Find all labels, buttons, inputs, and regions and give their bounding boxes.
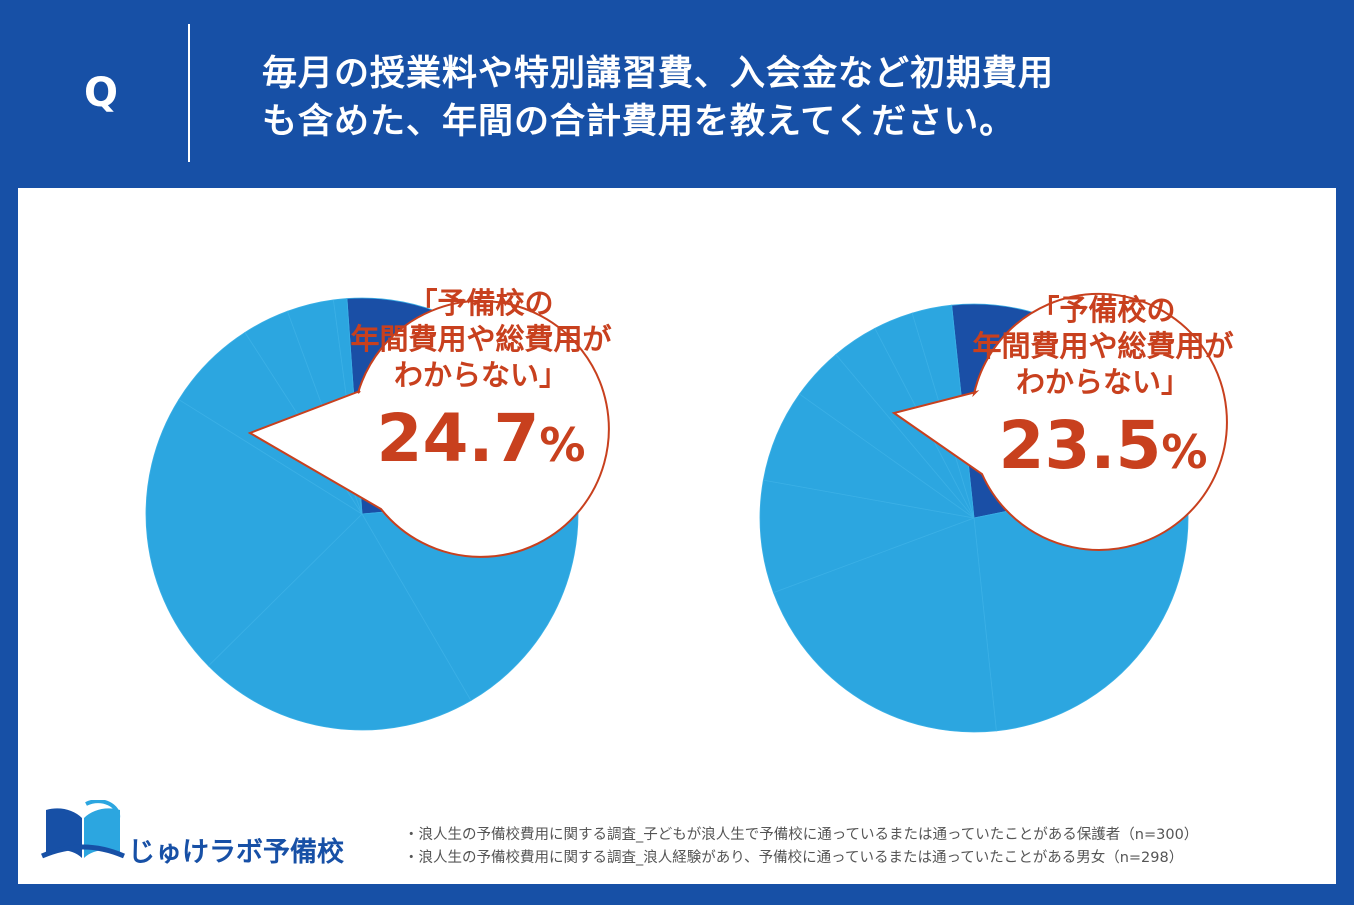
callout-label-line-2: 年間費用や総費用が	[350, 322, 612, 356]
pie-slice-2	[207, 513, 472, 731]
callout-label-line-3: わからない」	[1015, 365, 1190, 399]
logo-text: じゅけラボ予備校	[128, 837, 344, 868]
callout-text-students: 「予備校の 年間費用や総費用が わからない」 23.5%	[958, 292, 1248, 492]
callout-bubble-students	[891, 292, 1228, 551]
survey-note-1: ・浪人生の予備校費用に関する調査_子どもが浪人生で予備校に通っているまたは通って…	[404, 827, 1199, 843]
pct-unit: %	[1161, 425, 1208, 479]
pie-slice-3	[759, 479, 976, 594]
survey-notes: ・浪人生の予備校費用に関する調査_子どもが浪人生で予備校に通っているまたは通って…	[404, 824, 1324, 870]
callout-bubble-parents	[247, 299, 610, 558]
open-book-icon	[41, 800, 125, 859]
header-divider	[188, 24, 190, 162]
pct-unit: %	[539, 418, 586, 472]
survey-note-2: ・浪人生の予備校費用に関する調査_浪人経験があり、予備校に通っているまたは通って…	[404, 850, 1184, 866]
pct-int: 24.	[376, 400, 494, 477]
callout-percentage: 24.7%	[336, 399, 626, 485]
callout-label-line-2: 年間費用や総費用が	[972, 329, 1234, 363]
question-line-1: 毎月の授業料や特別講習費、入会金など初期費用	[262, 54, 1055, 94]
pct-dec: 5	[1115, 407, 1162, 484]
question-text: 毎月の授業料や特別講習費、入会金など初期費用 も含めた、年間の合計費用を教えてく…	[262, 50, 1262, 146]
callout-label-line-1: 「予備校の	[408, 286, 554, 320]
callout-percentage: 23.5%	[958, 406, 1248, 492]
question-line-2: も含めた、年間の合計費用を教えてください。	[262, 102, 1016, 142]
chart-panel: 「予備校の 年間費用や総費用が わからない」 24.7% 「予備校の 年間費用や…	[18, 188, 1336, 884]
callout-label-line-1: 「予備校の	[1030, 293, 1176, 327]
header: Q 毎月の授業料や特別講習費、入会金など初期費用 も含めた、年間の合計費用を教え…	[0, 0, 1354, 188]
callout-label-line-3: わからない」	[393, 358, 568, 392]
question-mark: Q	[84, 70, 119, 116]
callout-text-parents: 「予備校の 年間費用や総費用が わからない」 24.7%	[336, 285, 626, 485]
pie-slice-2	[772, 517, 997, 733]
pie-slice-3	[145, 398, 363, 667]
pie-charts	[145, 292, 1228, 733]
pct-int: 23.	[998, 407, 1116, 484]
pct-dec: 7	[493, 400, 540, 477]
